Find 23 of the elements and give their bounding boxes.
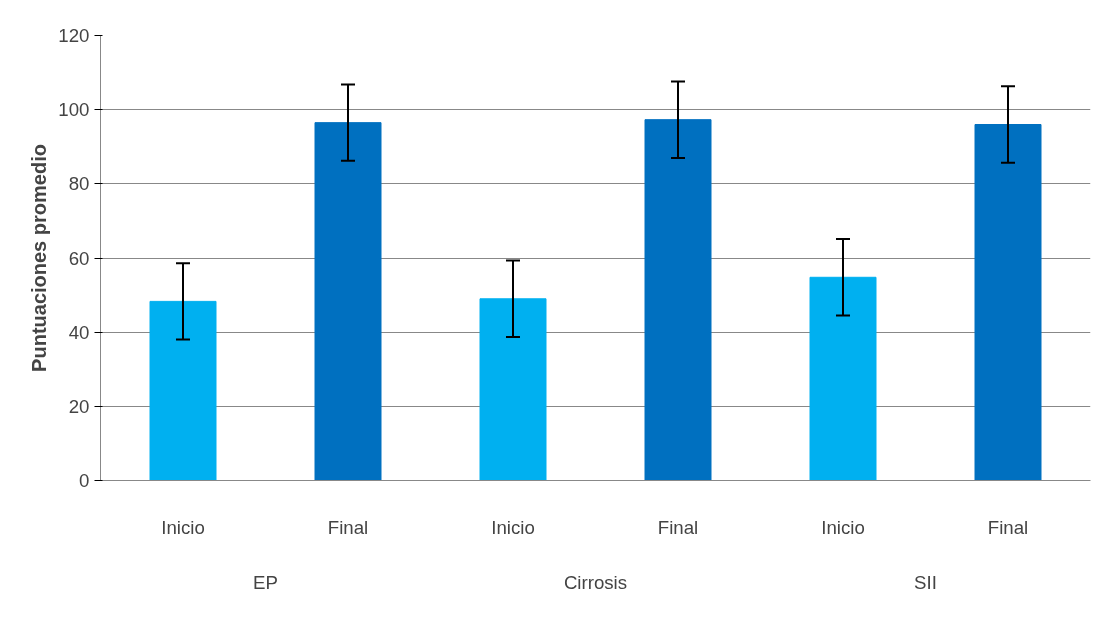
text: SII [914,571,937,593]
y-tick-label: 0 [79,470,90,491]
x-tick-label: Final [327,516,369,538]
y-tick-label: 80 [68,173,90,195]
x-tick-label: Inicio [491,516,535,538]
y-tick-label: 100 [58,99,90,121]
y-tick-label: 120 [58,25,90,46]
bar [479,298,547,481]
bar [974,124,1042,481]
text: Cirrosis [563,571,628,593]
x-tick-label: Inicio [161,516,205,538]
x-tick-label: Inicio [821,516,865,538]
text: EP [253,571,278,593]
y-axis-title: Puntuaciones promedio [28,144,51,372]
y-tick-label: 20 [68,395,90,417]
y-tick-label: 60 [68,247,90,269]
bar [644,119,712,481]
bar [314,122,382,481]
bar [809,276,877,481]
x-tick-label: Final [987,516,1029,538]
y-tick-label: 40 [68,321,90,343]
bar [149,300,217,481]
x-tick-label: Final [657,516,699,538]
